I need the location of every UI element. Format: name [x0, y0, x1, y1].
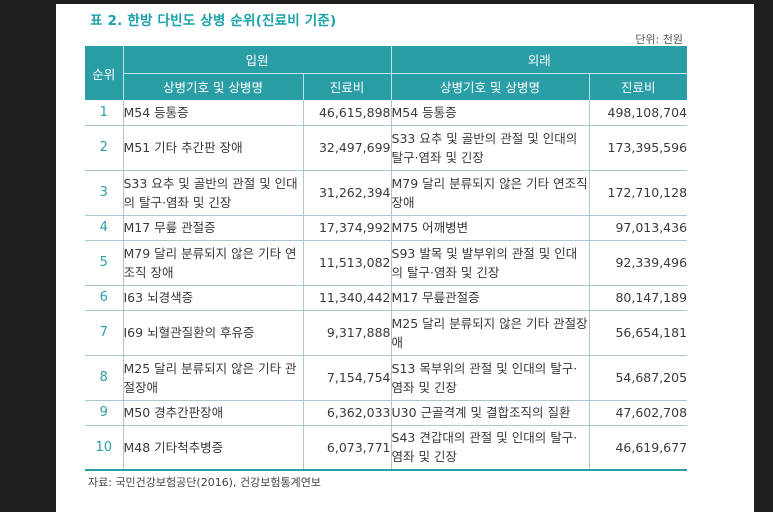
inpatient-cost-cell: 46,615,898: [303, 100, 392, 126]
outpatient-disease-cell: S43 견갑대의 관절 및 인대의 탈구·염좌 및 긴장: [391, 425, 590, 471]
outpatient-disease-cell: S33 요추 및 골반의 관절 및 인대의 탈구·염좌 및 긴장: [391, 125, 590, 171]
outpatient-cost-cell: 97,013,436: [589, 215, 688, 241]
table-row: 2 M51 기타 추간판 장애 32,497,699 S33 요추 및 골반의 …: [85, 125, 688, 171]
inpatient-disease-cell: I69 뇌혈관질환의 후유증: [123, 310, 304, 356]
outpatient-cost-cell: 92,339,496: [589, 240, 688, 286]
window-frame-right: [754, 0, 773, 512]
inpatient-disease-cell: M79 달리 분류되지 않은 기타 연조직 장애: [123, 240, 304, 286]
outpatient-header: 외래: [391, 46, 688, 74]
outpatient-cost-cell: 47,602,708: [589, 400, 688, 426]
window-frame-top: [0, 0, 773, 4]
inpatient-cost-cell: 32,497,699: [303, 125, 392, 171]
window-frame-left: [0, 0, 56, 512]
outpatient-cost-cell: 54,687,205: [589, 355, 688, 401]
rank-cell: 6: [85, 285, 124, 311]
outpatient-disease-cell: M79 달리 분류되지 않은 기타 연조직 장애: [391, 170, 590, 216]
rank-cell: 1: [85, 100, 124, 126]
inpatient-disease-cell: M54 등통증: [123, 100, 304, 126]
outpatient-disease-header: 상병기호 및 상병명: [391, 73, 590, 100]
table-caption: 표 2. 한방 다빈도 상병 순위(진료비 기준): [90, 13, 337, 29]
rank-cell: 10: [85, 425, 124, 471]
rank-cell: 4: [85, 215, 124, 241]
table-row: 9 M50 경추간판장애 6,362,033 U30 근골격계 및 결합조직의 …: [85, 400, 688, 426]
table-row: 1 M54 등통증 46,615,898 M54 등통증 498,108,704: [85, 100, 688, 126]
inpatient-cost-cell: 11,513,082: [303, 240, 392, 286]
outpatient-disease-cell: M54 등통증: [391, 100, 590, 126]
table-row: 6 I63 뇌경색증 11,340,442 M17 무릎관절증 80,147,1…: [85, 285, 688, 311]
inpatient-cost-cell: 9,317,888: [303, 310, 392, 356]
inpatient-disease-cell: M48 기타척추병증: [123, 425, 304, 471]
inpatient-cost-cell: 31,262,394: [303, 170, 392, 216]
inpatient-disease-header: 상병기호 및 상병명: [123, 73, 304, 100]
outpatient-cost-cell: 80,147,189: [589, 285, 688, 311]
inpatient-cost-cell: 11,340,442: [303, 285, 392, 311]
table-row: 5 M79 달리 분류되지 않은 기타 연조직 장애 11,513,082 S9…: [85, 240, 688, 286]
inpatient-header: 입원: [123, 46, 392, 74]
outpatient-disease-cell: S13 목부위의 관절 및 인대의 탈구·염좌 및 긴장: [391, 355, 590, 401]
rank-header: 순위: [85, 46, 124, 100]
inpatient-disease-cell: M51 기타 추간판 장애: [123, 125, 304, 171]
rank-cell: 7: [85, 310, 124, 356]
table-row: 8 M25 달리 분류되지 않은 기타 관절장애 7,154,754 S13 목…: [85, 355, 688, 401]
outpatient-disease-cell: U30 근골격계 및 결합조직의 질환: [391, 400, 590, 426]
inpatient-cost-header: 진료비: [303, 73, 392, 100]
outpatient-cost-cell: 498,108,704: [589, 100, 688, 126]
table-row: 3 S33 요추 및 골반의 관절 및 인대의 탈구·염좌 및 긴장 31,26…: [85, 170, 688, 216]
inpatient-disease-cell: M50 경추간판장애: [123, 400, 304, 426]
outpatient-disease-cell: M75 어깨병변: [391, 215, 590, 241]
unit-label: 단위: 천원: [635, 33, 683, 46]
inpatient-cost-cell: 6,362,033: [303, 400, 392, 426]
outpatient-cost-cell: 172,710,128: [589, 170, 688, 216]
table-row: 4 M17 무릎 관절증 17,374,992 M75 어깨병변 97,013,…: [85, 215, 688, 241]
source-note: 자료: 국민건강보험공단(2016), 건강보험통계연보: [88, 476, 321, 489]
outpatient-disease-cell: M17 무릎관절증: [391, 285, 590, 311]
inpatient-cost-cell: 6,073,771: [303, 425, 392, 471]
table-row: 7 I69 뇌혈관질환의 후유증 9,317,888 M25 달리 분류되지 않…: [85, 310, 688, 356]
inpatient-disease-cell: M17 무릎 관절증: [123, 215, 304, 241]
inpatient-disease-cell: M25 달리 분류되지 않은 기타 관절장애: [123, 355, 304, 401]
rank-cell: 8: [85, 355, 124, 401]
rank-cell: 2: [85, 125, 124, 171]
outpatient-cost-cell: 173,395,596: [589, 125, 688, 171]
rank-cell: 5: [85, 240, 124, 286]
inpatient-disease-cell: S33 요추 및 골반의 관절 및 인대의 탈구·염좌 및 긴장: [123, 170, 304, 216]
inpatient-cost-cell: 7,154,754: [303, 355, 392, 401]
outpatient-cost-cell: 46,619,677: [589, 425, 688, 471]
ranking-table: 순위 입원 외래 상병기호 및 상병명 진료비 상병기호 및 상병명 진료비 1…: [85, 46, 688, 471]
rank-cell: 9: [85, 400, 124, 426]
inpatient-cost-cell: 17,374,992: [303, 215, 392, 241]
outpatient-cost-header: 진료비: [589, 73, 688, 100]
outpatient-disease-cell: S93 발목 및 발부위의 관절 및 인대의 탈구·염좌 및 긴장: [391, 240, 590, 286]
outpatient-cost-cell: 56,654,181: [589, 310, 688, 356]
table-row: 10 M48 기타척추병증 6,073,771 S43 견갑대의 관절 및 인대…: [85, 425, 688, 471]
inpatient-disease-cell: I63 뇌경색증: [123, 285, 304, 311]
outpatient-disease-cell: M25 달리 분류되지 않은 기타 관절장애: [391, 310, 590, 356]
rank-cell: 3: [85, 170, 124, 216]
